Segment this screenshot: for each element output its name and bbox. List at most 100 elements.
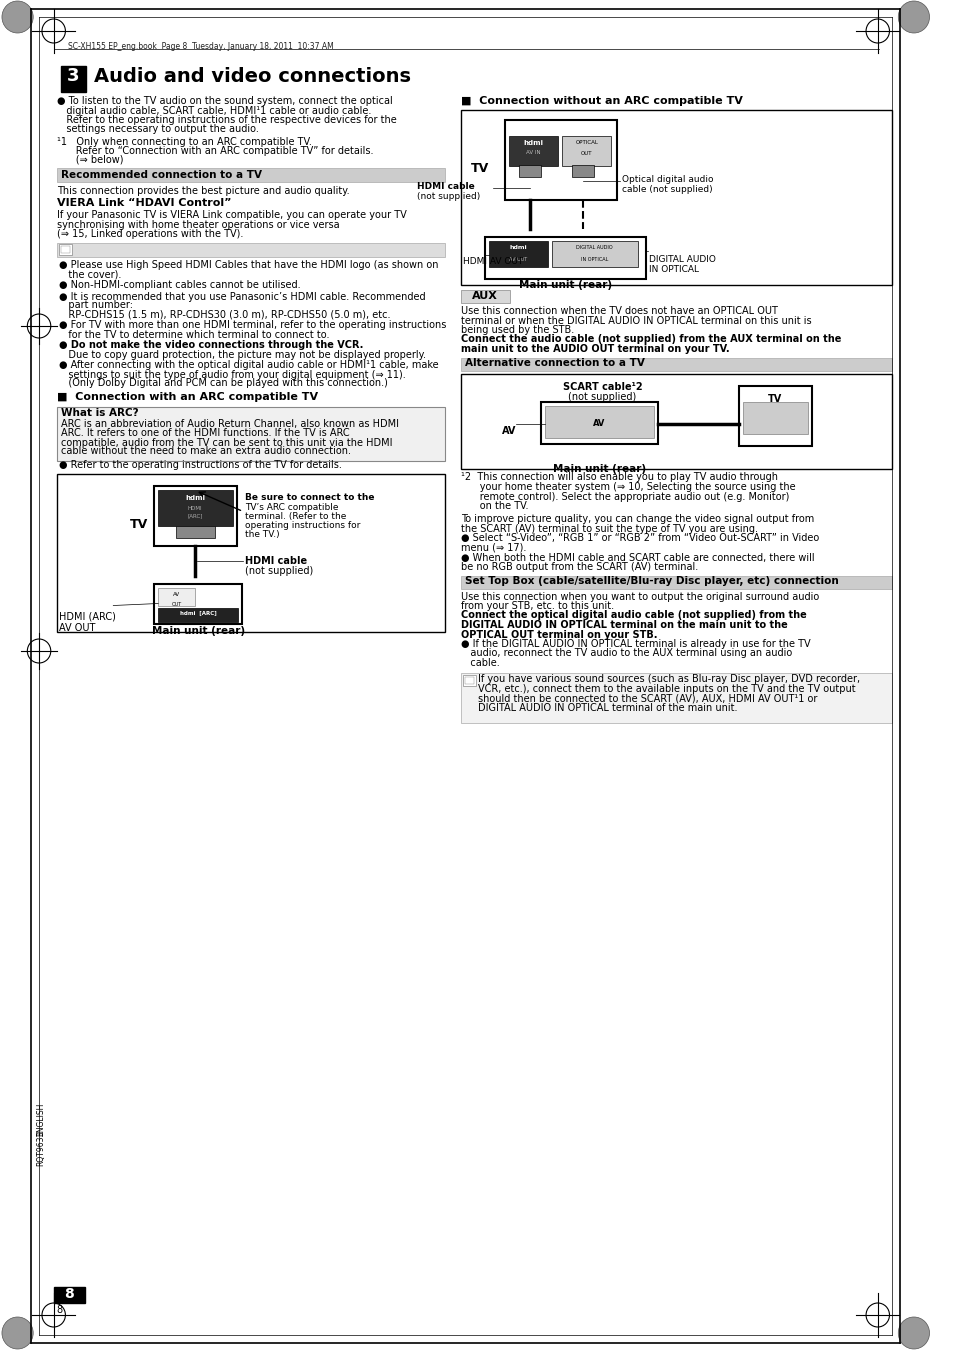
Text: ● To listen to the TV audio on the sound system, connect the optical: ● To listen to the TV audio on the sound…: [56, 96, 392, 105]
Bar: [60, 246, 71, 253]
Text: Recommended connection to a TV: Recommended connection to a TV: [60, 170, 261, 180]
Text: OUT: OUT: [172, 601, 182, 607]
Text: This connection provides the best picture and audio quality.: This connection provides the best pictur…: [56, 186, 349, 196]
Text: TV: TV: [767, 393, 781, 404]
Text: (⇒ 15, Linked operations with the TV).: (⇒ 15, Linked operations with the TV).: [56, 230, 243, 239]
Text: OUT: OUT: [580, 151, 592, 155]
Bar: [562, 136, 611, 166]
Text: (not supplied): (not supplied): [416, 192, 479, 201]
Text: cable.: cable.: [460, 658, 499, 667]
Text: If your Panasonic TV is VIERA Link compatible, you can operate your TV: If your Panasonic TV is VIERA Link compa…: [56, 209, 406, 220]
Text: (not supplied): (not supplied): [245, 566, 313, 576]
Text: ARC is an abbreviation of Audio Return Channel, also known as HDMI: ARC is an abbreviation of Audio Return C…: [60, 420, 398, 430]
Text: TV’s ARC compatible: TV’s ARC compatible: [245, 503, 338, 512]
Bar: [460, 373, 891, 469]
Text: for the TV to determine which terminal to connect to.: for the TV to determine which terminal t…: [58, 330, 329, 339]
Bar: [489, 240, 547, 267]
Text: settings to suit the type of audio from your digital equipment (⇒ 11).: settings to suit the type of audio from …: [58, 370, 405, 380]
Bar: [460, 109, 891, 285]
Text: Refer to the operating instructions of the respective devices for the: Refer to the operating instructions of t…: [56, 115, 395, 126]
Text: ● When both the HDMI cable and SCART cable are connected, there will: ● When both the HDMI cable and SCART cab…: [460, 553, 814, 562]
Text: being used by the STB.: being used by the STB.: [460, 326, 574, 335]
Circle shape: [898, 1317, 928, 1350]
Bar: [742, 401, 807, 434]
Text: If you have various sound sources (such as Blu-ray Disc player, DVD recorder,: If you have various sound sources (such …: [477, 674, 860, 685]
Text: To improve picture quality, you can change the video signal output from: To improve picture quality, you can chan…: [460, 515, 813, 524]
Text: the TV.): the TV.): [245, 530, 279, 539]
Bar: [158, 588, 195, 605]
Text: 3: 3: [67, 68, 79, 85]
Text: Alternative connection to a TV: Alternative connection to a TV: [464, 358, 644, 369]
Text: HDMI: HDMI: [188, 505, 202, 511]
Text: AV IN: AV IN: [525, 150, 539, 155]
Text: Refer to “Connection with an ARC compatible TV” for details.: Refer to “Connection with an ARC compati…: [56, 146, 373, 155]
Bar: [485, 236, 646, 280]
Text: ● For TV with more than one HDMI terminal, refer to the operating instructions: ● For TV with more than one HDMI termina…: [58, 320, 445, 331]
Bar: [462, 674, 475, 685]
Text: operating instructions for: operating instructions for: [245, 520, 360, 530]
Bar: [56, 473, 445, 631]
Text: Audio and video connections: Audio and video connections: [93, 68, 411, 86]
Text: Connect the audio cable (not supplied) from the AUX terminal on the: Connect the audio cable (not supplied) f…: [460, 335, 841, 345]
Text: RQT9633: RQT9633: [36, 1131, 46, 1166]
Text: DIGITAL AUDIO
IN OPTICAL: DIGITAL AUDIO IN OPTICAL: [649, 255, 716, 274]
Text: HDMI cable: HDMI cable: [245, 555, 307, 566]
Text: TV: TV: [130, 517, 148, 531]
Text: ARC. It refers to one of the HDMI functions. If the TV is ARC: ARC. It refers to one of the HDMI functi…: [60, 428, 349, 439]
Text: 8: 8: [65, 1288, 74, 1301]
Bar: [464, 677, 473, 684]
Text: Be sure to connect to the: Be sure to connect to the: [245, 493, 375, 503]
Text: your home theater system (⇒ 10, Selecting the source using the: your home theater system (⇒ 10, Selectin…: [460, 482, 795, 492]
Bar: [175, 526, 214, 538]
Text: digital audio cable, SCART cable, HDMI¹1 cable or audio cable.: digital audio cable, SCART cable, HDMI¹1…: [56, 105, 371, 115]
Text: synchronising with home theater operations or vice versa: synchronising with home theater operatio…: [56, 219, 339, 230]
Text: Main unit (rear): Main unit (rear): [152, 627, 245, 636]
Circle shape: [2, 1317, 33, 1350]
Text: OPTICAL OUT terminal on your STB.: OPTICAL OUT terminal on your STB.: [460, 630, 657, 639]
Text: (Only Dolby Digital and PCM can be played with this connection.): (Only Dolby Digital and PCM can be playe…: [58, 378, 387, 389]
Text: AUX: AUX: [472, 290, 497, 301]
Text: Connect the optical digital audio cable (not supplied) from the: Connect the optical digital audio cable …: [460, 611, 805, 620]
Text: on the TV.: on the TV.: [460, 501, 528, 511]
Text: (⇒ below): (⇒ below): [56, 155, 123, 165]
Text: ● Refer to the operating instructions of the TV for details.: ● Refer to the operating instructions of…: [58, 461, 341, 470]
Text: hdmi: hdmi: [509, 245, 527, 250]
Text: AV: AV: [501, 426, 516, 435]
Text: the SCART (AV) terminal to suit the type of TV you are using.: the SCART (AV) terminal to suit the type…: [460, 524, 757, 534]
Bar: [158, 489, 233, 526]
Text: HDMI cable: HDMI cable: [416, 182, 475, 190]
Text: HDMI AV OUT: HDMI AV OUT: [462, 257, 522, 266]
Text: Main unit (rear): Main unit (rear): [553, 463, 645, 473]
Text: terminal. (Refer to the: terminal. (Refer to the: [245, 512, 346, 520]
Text: [ARC]: [ARC]: [188, 513, 203, 519]
Text: ● Select “S-Video”, “RGB 1” or “RGB 2” from “Video Out-SCART” in Video: ● Select “S-Video”, “RGB 1” or “RGB 2” f…: [460, 534, 819, 543]
Text: ● After connecting with the optical digital audio cable or HDMI¹1 cable, make: ● After connecting with the optical digi…: [58, 361, 437, 370]
Bar: [56, 242, 445, 257]
Text: DIGITAL AUDIO: DIGITAL AUDIO: [576, 245, 612, 250]
Bar: [518, 165, 540, 177]
Text: hdmi  [ARC]: hdmi [ARC]: [180, 611, 216, 616]
Text: ● If the DIGITAL AUDIO IN OPTICAL terminal is already in use for the TV: ● If the DIGITAL AUDIO IN OPTICAL termin…: [460, 639, 810, 648]
Bar: [460, 673, 891, 723]
Text: from your STB, etc. to this unit.: from your STB, etc. to this unit.: [460, 601, 614, 611]
Text: menu (⇒ 17).: menu (⇒ 17).: [460, 543, 526, 553]
Text: HDMI (ARC)
AV OUT: HDMI (ARC) AV OUT: [58, 612, 115, 634]
Text: DIGITAL AUDIO IN OPTICAL terminal of the main unit.: DIGITAL AUDIO IN OPTICAL terminal of the…: [477, 703, 738, 713]
Bar: [551, 240, 637, 267]
Text: ENGLISH: ENGLISH: [36, 1102, 46, 1136]
Bar: [56, 407, 445, 461]
Bar: [544, 405, 654, 438]
Text: the cover).: the cover).: [58, 269, 121, 280]
Text: OPTICAL: OPTICAL: [575, 141, 598, 145]
Text: Due to copy guard protection, the picture may not be displayed properly.: Due to copy guard protection, the pictur…: [58, 350, 425, 359]
Text: SC-XH155 EP_eng.book  Page 8  Tuesday, January 18, 2011  10:37 AM: SC-XH155 EP_eng.book Page 8 Tuesday, Jan…: [69, 42, 334, 51]
Text: Set Top Box (cable/satellite/Blu-ray Disc player, etc) connection: Set Top Box (cable/satellite/Blu-ray Dis…: [464, 577, 838, 586]
Text: RP-CDHS15 (1.5 m), RP-CDHS30 (3.0 m), RP-CDHS50 (5.0 m), etc.: RP-CDHS15 (1.5 m), RP-CDHS30 (3.0 m), RP…: [58, 309, 390, 319]
Circle shape: [2, 1, 33, 32]
Text: should then be connected to the SCART (AV), AUX, HDMI AV OUT¹1 or: should then be connected to the SCART (A…: [477, 693, 817, 704]
Bar: [56, 168, 445, 182]
Bar: [53, 1288, 85, 1302]
Text: Main unit (rear): Main unit (rear): [518, 280, 611, 290]
Text: ¹1   Only when connecting to an ARC compatible TV.: ¹1 Only when connecting to an ARC compat…: [56, 136, 312, 147]
Bar: [540, 401, 658, 443]
